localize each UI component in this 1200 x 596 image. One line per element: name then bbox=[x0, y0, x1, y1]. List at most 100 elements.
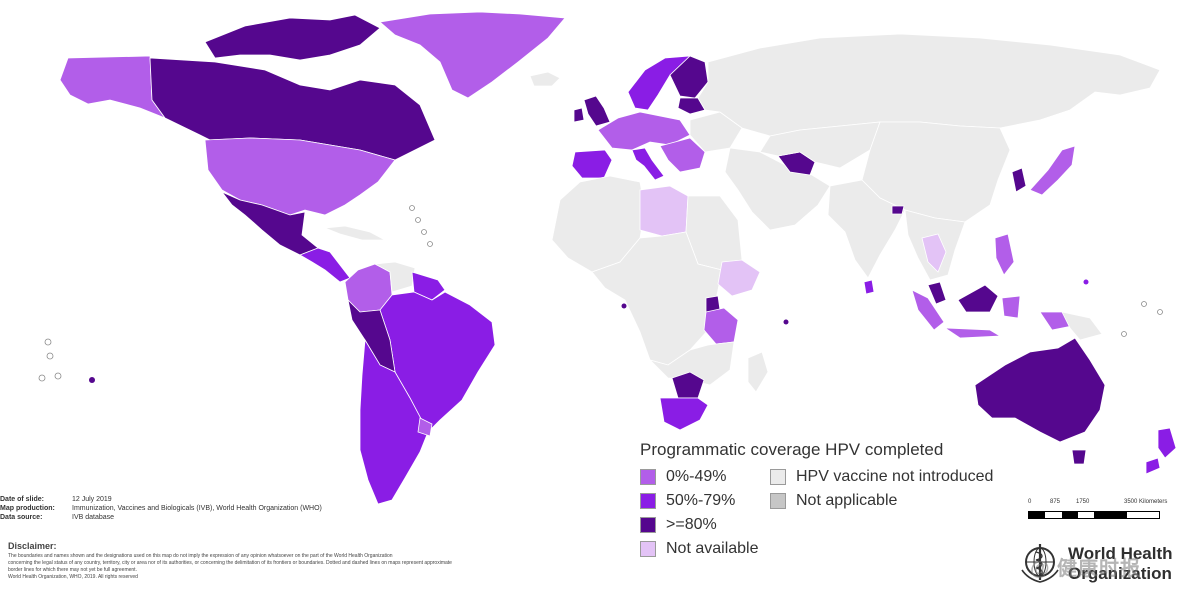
legend-swatch bbox=[640, 468, 656, 485]
region-ethiopia bbox=[717, 259, 761, 297]
region-middle-east bbox=[724, 147, 831, 231]
region-baltics bbox=[677, 97, 706, 115]
region-malaysia bbox=[927, 281, 999, 313]
island-marker-filled bbox=[621, 303, 627, 309]
disclaimer-line: World Health Organization, WHO, 2019. Al… bbox=[8, 574, 138, 580]
legend-item-not-introduced: HPV vaccine not introduced bbox=[770, 466, 1030, 487]
island-marker bbox=[54, 372, 62, 380]
region-iceland bbox=[529, 71, 561, 87]
who-emblem-icon bbox=[1021, 544, 1059, 583]
legend-swatch bbox=[770, 492, 786, 509]
legend-item-not-available: Not available bbox=[640, 538, 770, 559]
region-australia bbox=[974, 337, 1106, 443]
region-sri-lanka bbox=[863, 279, 875, 295]
scale-tick-label: 0 bbox=[1028, 499, 1032, 505]
region-italy bbox=[631, 147, 665, 181]
who-name-line1: World Health bbox=[1068, 544, 1173, 563]
region-ireland-uk bbox=[573, 95, 611, 127]
region-japan bbox=[1029, 145, 1076, 196]
region-tasmania bbox=[1071, 449, 1087, 465]
disclaimer: Disclaimer: The boundaries and names sho… bbox=[8, 541, 638, 581]
legend: Programmatic coverage HPV completed 0%-4… bbox=[640, 440, 1040, 559]
region-south-africa bbox=[659, 397, 709, 431]
legend-swatch bbox=[640, 492, 656, 509]
disclaimer-line: border lines for which there may not yet… bbox=[8, 567, 137, 573]
region-india-south-asia bbox=[827, 179, 906, 279]
island-marker bbox=[1157, 309, 1163, 315]
island-marker bbox=[421, 229, 427, 235]
source-label: Data source: bbox=[0, 514, 43, 521]
region-alaska bbox=[59, 55, 167, 119]
region-papua bbox=[1061, 311, 1103, 341]
region-greenland bbox=[379, 11, 566, 99]
legend-label: HPV vaccine not introduced bbox=[796, 467, 994, 485]
legend-title: Programmatic coverage HPV completed bbox=[640, 440, 944, 459]
legend-item-not-applicable: Not applicable bbox=[770, 490, 1030, 511]
region-uruguay bbox=[417, 417, 433, 437]
region-usa bbox=[204, 137, 396, 216]
who-name-line2: Organization bbox=[1068, 564, 1172, 583]
slide-info: Date of slide: 12 July 2019 Map producti… bbox=[0, 495, 322, 522]
date-label: Date of slide: bbox=[0, 496, 44, 503]
island-marker-filled bbox=[1083, 279, 1089, 285]
legend-item-80-plus: >=80% bbox=[640, 514, 770, 535]
island-marker bbox=[427, 241, 433, 247]
production-label: Map production: bbox=[0, 505, 55, 512]
region-russia bbox=[697, 33, 1161, 137]
region-central-america bbox=[299, 247, 351, 283]
legend-swatch bbox=[640, 516, 656, 533]
island-marker bbox=[409, 205, 415, 211]
region-iberia bbox=[571, 149, 613, 179]
island-marker bbox=[1141, 301, 1147, 307]
region-bhutan bbox=[891, 205, 905, 215]
legend-label: Not applicable bbox=[796, 491, 898, 509]
legend-item-0-49: 0%-49% bbox=[640, 466, 770, 487]
island-marker-filled bbox=[783, 319, 789, 325]
legend-swatch bbox=[640, 540, 656, 557]
scale-tick-label: 875 bbox=[1050, 499, 1061, 505]
date-value: 12 July 2019 bbox=[72, 496, 112, 503]
region-libya bbox=[639, 185, 689, 237]
production-value: Immunization, Vaccines and Biologicals (… bbox=[72, 505, 322, 512]
region-tanzania bbox=[703, 307, 739, 345]
region-madagascar bbox=[747, 351, 769, 393]
region-canadian-arctic-islands bbox=[204, 14, 381, 61]
legend-label: Not available bbox=[666, 539, 759, 557]
island-marker bbox=[44, 338, 52, 346]
legend-label: 50%-79% bbox=[666, 491, 736, 509]
scale-bar-graphic bbox=[1028, 511, 1160, 519]
island-marker-filled bbox=[89, 377, 95, 383]
region-zimbabwe bbox=[671, 371, 705, 399]
watermark: @ 健康时报 bbox=[1030, 558, 1142, 580]
island-marker bbox=[1121, 331, 1127, 337]
region-chile-argentina bbox=[359, 338, 429, 505]
region-thailand bbox=[921, 233, 947, 273]
source-value: IVB database bbox=[72, 514, 115, 521]
island-marker bbox=[38, 374, 46, 382]
legend-swatch bbox=[770, 468, 786, 485]
region-central-asia bbox=[759, 121, 881, 169]
legend-label: >=80% bbox=[666, 515, 717, 533]
region-cuba bbox=[324, 225, 386, 241]
region-guianas bbox=[411, 271, 446, 301]
scale-bar: 0 875 1750 3500 Kilometers bbox=[1028, 499, 1194, 523]
legend-spacer bbox=[770, 514, 1030, 535]
region-philippines bbox=[994, 233, 1015, 276]
region-venezuela bbox=[373, 261, 416, 293]
region-new-zealand bbox=[1145, 427, 1177, 475]
scale-tick-label: 1750 bbox=[1076, 499, 1090, 505]
legend-label: 0%-49% bbox=[666, 467, 727, 485]
region-balkans bbox=[659, 137, 706, 173]
legend-item-50-79: 50%-79% bbox=[640, 490, 770, 511]
region-korea bbox=[1011, 167, 1027, 193]
disclaimer-line: concerning the legal status of any count… bbox=[8, 560, 452, 566]
island-marker bbox=[46, 352, 54, 360]
region-sumatra bbox=[911, 289, 945, 331]
disclaimer-title: Disclaimer: bbox=[8, 541, 57, 551]
disclaimer-line: The boundaries and names shown and the d… bbox=[8, 553, 393, 559]
island-marker bbox=[415, 217, 421, 223]
who-logo: World Health Organization bbox=[1018, 538, 1198, 590]
region-canada bbox=[149, 57, 436, 161]
scale-tick-label: 3500 Kilometers bbox=[1124, 499, 1168, 505]
